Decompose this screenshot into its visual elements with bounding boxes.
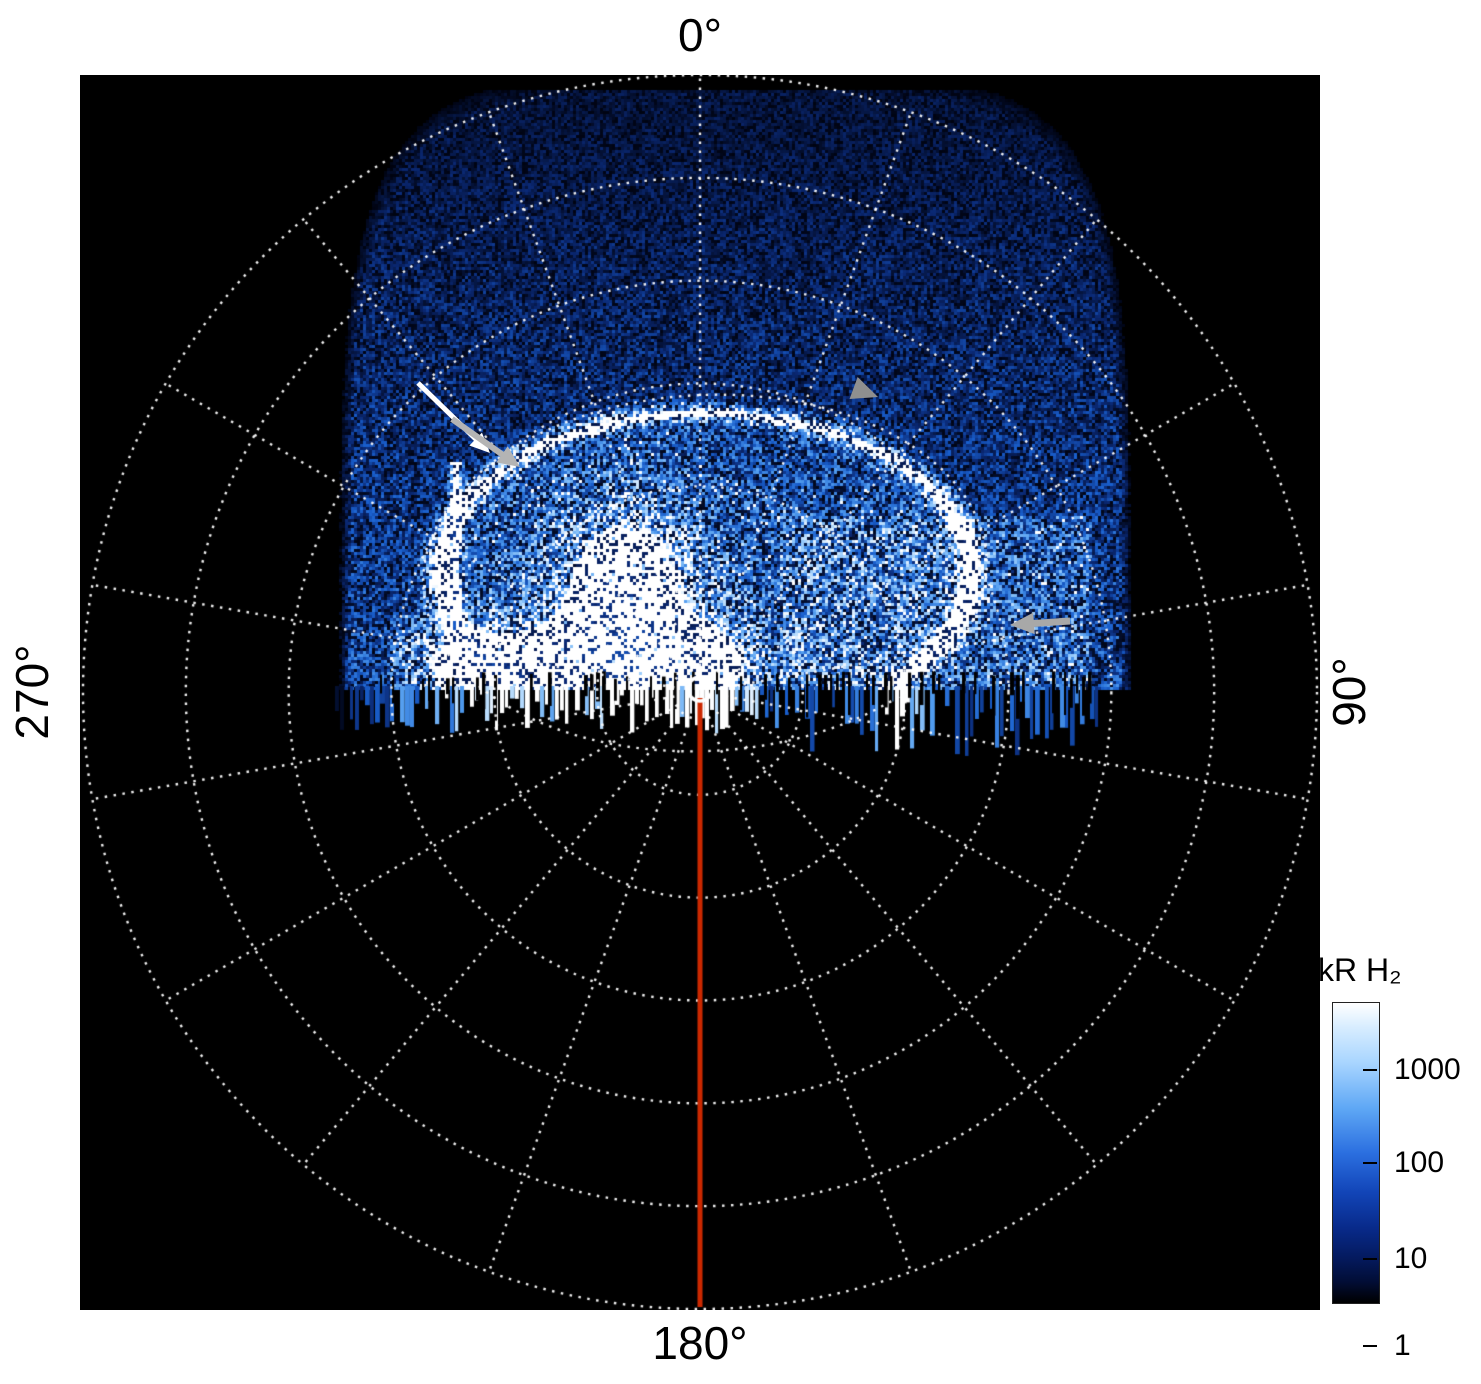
annotation-layer [416,377,1071,635]
colorbar-gradient [1332,1002,1380,1304]
gray-arrowhead-top [849,377,878,399]
colorbar-tick-mark [1363,1069,1377,1071]
colorbar-tick-mark [1363,1345,1377,1347]
angle-label-90: 90° [1323,657,1375,727]
gray-arrow-upper-left-shaft [450,416,510,461]
colorbar-tick-label: 1 [1394,1329,1411,1362]
polar-plot [80,75,1320,1310]
gray-arrow-upper-left [496,446,520,467]
angle-label-180: 180° [652,1317,748,1369]
colorbar-tick-label: 100 [1394,1146,1445,1179]
colorbar-tick-label: 10 [1394,1242,1428,1275]
gray-arrow-right-shaft [1026,617,1071,628]
gray-arrow-right [1010,612,1035,635]
colorbar-tick-mark [1363,1162,1377,1164]
colorbar-tick-mark [1363,1258,1377,1260]
colorbar-title: kR H₂ [1318,952,1402,988]
angle-label-270: 270° [6,644,58,740]
aurora-image [80,75,1320,1310]
colorbar: kR H₂ 1000 100 10 1 [1316,952,1481,1362]
colorbar-tick-label: 1000 [1394,1053,1461,1086]
angle-label-0: 0° [678,9,722,61]
white-arrow [469,432,490,453]
